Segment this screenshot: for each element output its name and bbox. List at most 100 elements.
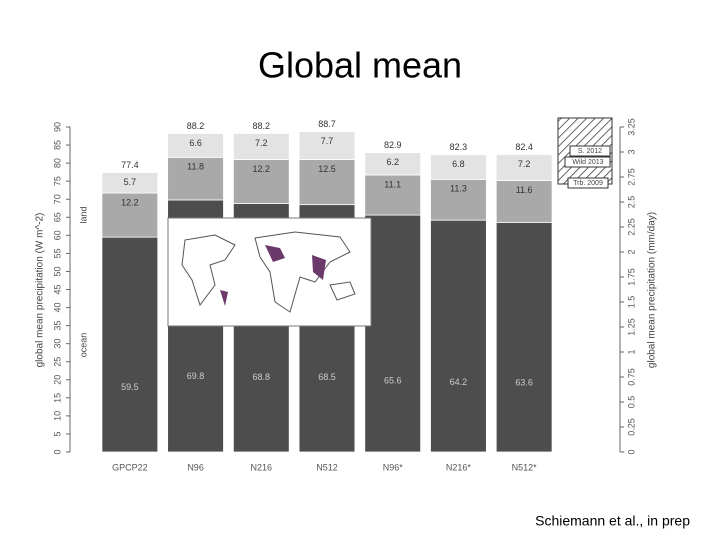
y-tick-label: 50 [52,266,62,276]
x-tick-label: N512* [512,462,538,472]
y-axis-label: global mean precipitation (W m^-2) [35,213,46,368]
segment-label: 5.7 [124,177,137,187]
segment-label: 64.2 [450,377,468,387]
x-tick-label: N96 [187,462,204,472]
bar-segment [167,133,224,158]
map-inset [167,217,372,327]
y-tick-label: 45 [52,284,62,294]
map-land [254,231,351,313]
bar-segment [430,178,487,221]
total-label: 88.2 [187,121,205,131]
bar-segment [495,154,553,181]
segment-label: 68.5 [318,372,336,382]
y-tick-label: 35 [52,321,62,331]
y-tick-label: 10 [52,411,62,421]
y2-tick-label: 3 [626,149,636,154]
x-tick-label: N512 [316,462,338,472]
chart-title: Global mean [258,45,462,86]
y2-tick-label: 0.75 [626,368,636,386]
y2-tick-label: 1.75 [626,268,636,286]
segment-label: 6.8 [452,159,465,169]
segment-label: 69.8 [187,371,205,381]
bar-segment [298,131,356,160]
segment-label: 7.7 [321,136,334,146]
x-tick-label: N216* [446,462,472,472]
y-tick-label: 70 [52,194,62,204]
bar-segment [101,172,159,194]
y2-tick-label: 3.25 [626,118,636,136]
bar-segment [167,156,224,201]
segment-label: 12.2 [253,164,271,174]
bar-segment [364,214,422,453]
y2-tick-label: 2.5 [626,196,636,209]
map-shading [220,245,326,306]
map-land [329,281,356,301]
y-tick-label: 65 [52,212,62,222]
segment-label: 12.2 [121,197,139,207]
total-label: 77.4 [121,160,139,170]
bar-segment [364,152,422,176]
annotation: Wild 2013 [572,159,603,166]
total-label: 82.9 [384,140,402,150]
segment-label: 65.6 [384,375,402,385]
annotation: S. 2012 [578,148,602,155]
y2-axis-label: global mean precipitation (mm/day) [647,212,658,368]
y-tick-label: 20 [52,375,62,385]
y2-tick-label: 0.5 [626,396,636,409]
y-tick-label: 75 [52,176,62,186]
x-tick-label: N216 [251,462,273,472]
y-tick-label: 15 [52,393,62,403]
segment-label: 7.2 [518,159,531,169]
segment-label: 6.6 [189,138,202,148]
y-tick-label: 55 [52,248,62,258]
land-label: land [78,206,88,223]
y2-tick-label: 1.25 [626,318,636,336]
total-label: 88.2 [253,121,271,131]
bar-segment [430,154,487,180]
x-tick-label: N96* [383,462,404,472]
annotation: Trb. 2009 [573,180,603,187]
y-tick-label: 30 [52,339,62,349]
y-tick-label: 40 [52,303,62,313]
segment-label: 12.5 [318,164,336,174]
annotation-box [567,177,609,189]
segment-label: 11.6 [516,185,533,195]
y-tick-label: 90 [52,122,62,132]
segment-label: 11.1 [384,179,401,189]
y2-tick-label: 2.75 [626,168,636,186]
y-tick-label: 85 [52,140,62,150]
segment-label: 59.5 [121,382,139,392]
segment-label: 68.8 [253,372,271,382]
y-tick-label: 80 [52,158,62,168]
annotation-box [564,156,611,168]
segment-label: 7.2 [255,138,268,148]
y-tick-label: 0 [52,449,62,454]
bar-segment [101,236,159,453]
bar-segment [298,159,356,206]
y2-tick-label: 1.5 [626,296,636,309]
total-label: 82.4 [515,142,533,152]
bar-segment [232,159,290,204]
map-land [181,234,236,307]
bar-segment [430,219,487,453]
total-label: 82.3 [450,142,468,152]
source-note: Schiemann et al., in prep [535,513,690,529]
x-tick-label: GPCP22 [112,462,148,472]
total-label: 88.7 [318,119,336,129]
y2-tick-label: 0.25 [626,418,636,436]
y-tick-label: 25 [52,357,62,367]
bar-segment [101,192,159,238]
y-tick-label: 5 [52,431,62,436]
y2-tick-label: 0 [626,449,636,454]
segment-label: 6.2 [386,157,399,167]
segment-label: 63.6 [515,377,533,387]
segment-label: 11.3 [450,184,467,194]
ocean-label: ocean [78,333,88,358]
y2-tick-label: 2.25 [626,218,636,236]
segment-label: 11.8 [187,162,204,172]
y-tick-label: 60 [52,230,62,240]
y2-tick-label: 1 [626,349,636,354]
y2-tick-label: 2 [626,249,636,254]
